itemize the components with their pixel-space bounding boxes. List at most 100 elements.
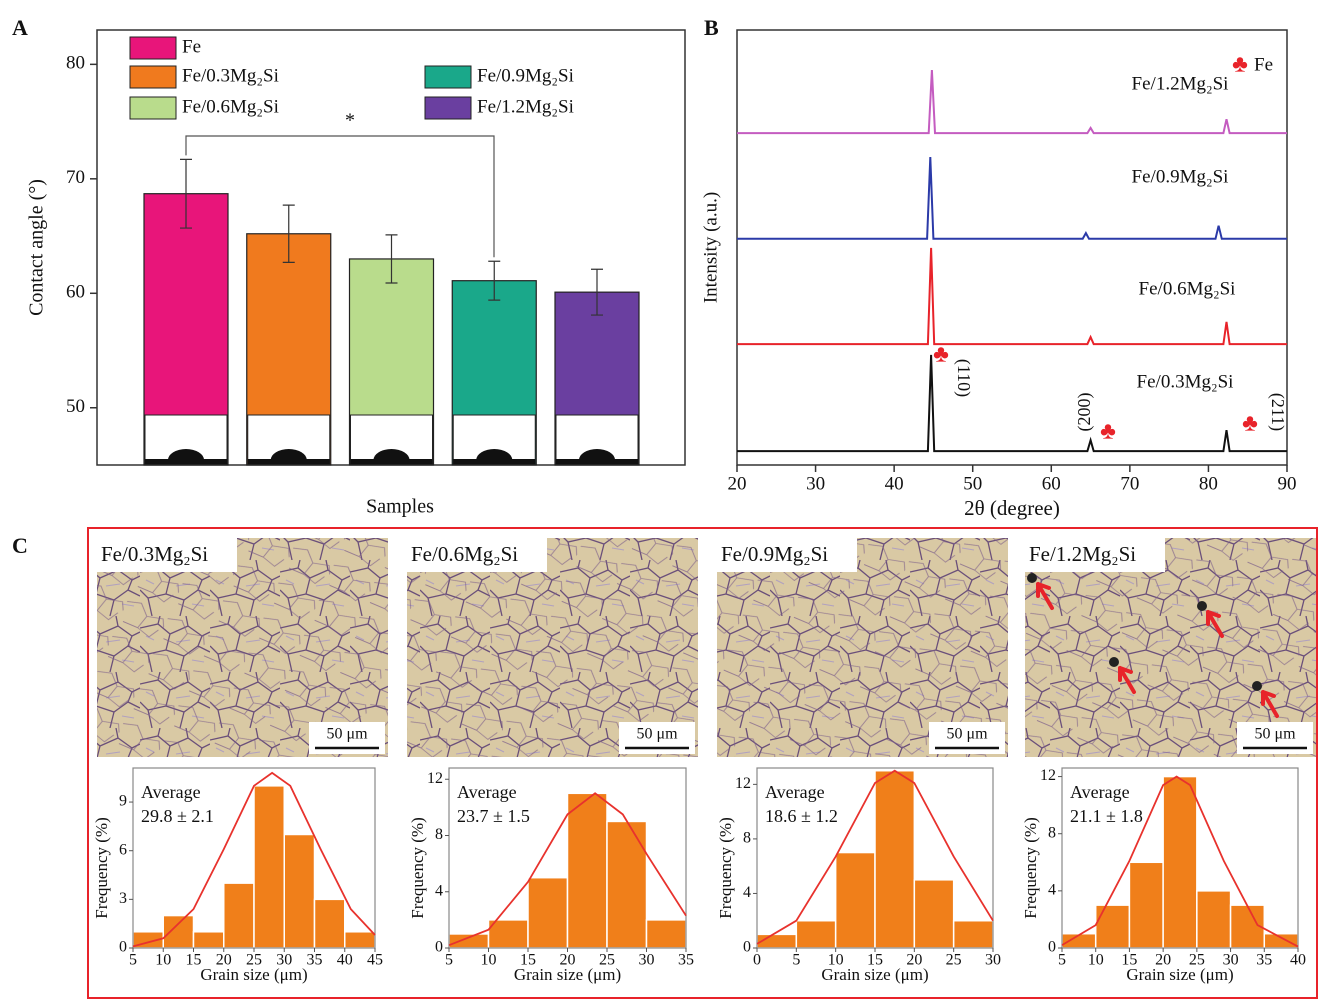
pore [1197,601,1207,611]
droplet [476,449,513,460]
fe-marker: ♣ [1232,52,1248,78]
series-label: Fe/0.3Mg₂Si [1137,371,1234,392]
x-tick-label: 30 [276,952,292,969]
legend-label: Fe [1254,54,1273,75]
substrate [453,459,536,464]
histogram-bar [283,833,316,949]
annotation-value: 23.7 ± 1.5 [457,806,530,826]
y-tick-label: 4 [435,882,443,899]
histogram-bar [606,820,648,949]
micrograph-label: Fe/1.2Mg₂Si [1029,542,1136,566]
error-bar [591,268,603,316]
histogram-bar [1162,775,1198,949]
substrate [350,459,433,464]
micrograph-label-box [97,538,237,572]
legend-swatch [129,65,177,89]
x-tick-label: 5 [129,952,137,969]
x-tick-label: 10 [1088,952,1104,969]
y-tick-label: 0 [435,939,443,956]
significance-label: * [345,110,355,132]
histogram-bar [487,919,529,949]
plot-frame [1061,767,1299,949]
annotation-value: 18.6 ± 1.2 [765,806,838,826]
y-tick-label: 9 [119,793,127,810]
peak-label: (110) [953,359,974,397]
histogram-bar [645,919,687,949]
legend-swatch [129,36,177,60]
series-label: Fe/0.9Mg₂Si [1132,166,1229,187]
micrograph-texture [1025,538,1316,757]
annotation-value: 21.1 ± 1.8 [1070,806,1143,826]
y-tick-label: 0 [1048,939,1056,956]
y-tick-label: 12 [427,770,443,787]
micrograph-texture [717,538,1008,757]
x-tick-label: 90 [1278,473,1297,494]
x-axis-label: Grain size (μm) [1126,965,1233,984]
y-axis-label: Frequency (%) [408,817,427,919]
x-tick-label: 5 [1058,952,1066,969]
fit-curve [756,769,994,945]
histogram-bar [344,931,376,949]
y-tick-label: 4 [743,884,751,901]
pore [1252,681,1262,691]
droplet [270,449,307,460]
x-tick-label: 35 [307,952,323,969]
y-tick-label: 60 [66,282,85,303]
x-tick-label: 25 [946,952,962,969]
x-tick-label: 35 [1256,952,1272,969]
legend-label: Fe/0.9Mg₂Si [477,65,574,86]
x-tick-label: 30 [1223,952,1239,969]
histogram-bar [1094,904,1131,949]
xrd-trace [737,69,1287,135]
y-tick-label: 12 [735,775,751,792]
y-tick-label: 0 [119,939,127,956]
y-axis-label: Frequency (%) [1021,817,1040,919]
plot-frame [736,29,1288,466]
pore-arrow [1206,610,1224,638]
histogram-bar [313,898,346,949]
micrograph-texture [407,538,698,757]
xrd-trace [737,354,1287,453]
y-tick-label: 0 [743,939,751,956]
histogram-bar [1128,861,1164,949]
micrograph-label: Fe/0.6Mg₂Si [411,542,518,566]
scale-bar-label: 50 μm [326,726,368,743]
annotation-value: 29.8 ± 2.1 [141,806,214,826]
legend-swatch [424,65,472,89]
y-tick-label: 3 [119,890,127,907]
error-bar [282,204,295,263]
legend-label: Fe/0.6Mg₂Si [182,96,279,117]
x-tick-label: 80 [1199,473,1218,494]
droplet [168,449,204,460]
droplet [373,449,410,460]
histogram-bar [566,792,608,949]
fe-marker: ♣ [1242,411,1258,437]
x-tick-label: 40 [337,952,353,969]
x-tick-label: 0 [753,952,761,969]
x-tick-label: 25 [246,952,262,969]
histogram-bar [1196,890,1232,949]
substrate [145,459,227,464]
pore-arrow [1261,690,1279,718]
histogram-bar [834,851,876,949]
pore-arrow [1118,666,1136,694]
scale-bar-label: 50 μm [946,726,988,743]
x-tick-label: 15 [186,952,202,969]
x-tick-label: 45 [367,952,383,969]
xrd-trace [737,156,1287,240]
legend-swatch [129,96,177,120]
scale-bar-label: 50 μm [1254,726,1296,743]
fe-marker: ♣ [1100,419,1116,445]
y-axis-label: Intensity (a.u.) [700,192,721,303]
x-tick-label: 5 [445,952,453,969]
x-tick-label: 15 [520,952,536,969]
legend-label: Fe/1.2Mg₂Si [477,96,574,117]
x-tick-label: 25 [599,952,615,969]
x-tick-label: 5 [792,952,800,969]
annotation-title: Average [765,782,825,802]
micrograph-label: Fe/0.3Mg₂Si [101,542,208,566]
histogram-bar [162,914,195,949]
histogram-bar [795,919,837,949]
y-tick-label: 8 [1048,824,1056,841]
